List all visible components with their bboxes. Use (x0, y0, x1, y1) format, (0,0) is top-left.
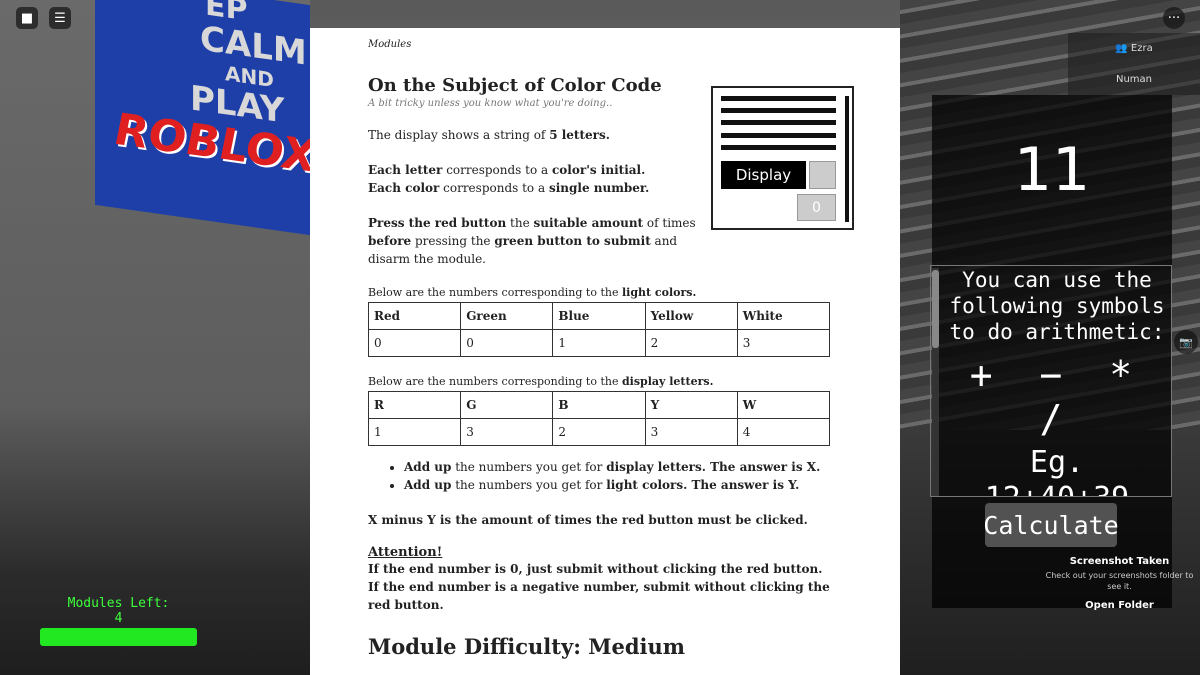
page-title: On the Subject of Color Code (368, 75, 662, 96)
paragraph-letters: Each letter corresponds to a color's ini… (368, 163, 650, 195)
instruction-list: Add up the numbers you get for display l… (404, 458, 842, 494)
calculate-button[interactable]: Calculate (983, 503, 1119, 547)
paragraph-display: The display shows a string of 5 letters. (368, 128, 610, 142)
roblox-menu-icon[interactable]: ■ (16, 7, 38, 29)
more-glyph: ··· (1167, 10, 1181, 26)
module-manual-page: Modules On the Subject of Color Code A b… (310, 28, 900, 675)
square-button (809, 161, 836, 189)
instructions-text: You can use the following symbols to do … (949, 268, 1165, 344)
paragraph-buttons: Press the red button the suitable amount… (368, 216, 696, 266)
attention-heading: Attention! (368, 545, 443, 560)
player-list: 👥 Ezra Numan (1068, 33, 1200, 95)
breadcrumb: Modules (368, 39, 412, 50)
poster-text: CALM (200, 18, 307, 74)
module-illustration: Display 0 (711, 86, 854, 230)
keep-calm-poster: EP CALM AND PLAY ROBLOX (95, 0, 310, 236)
light-colors-caption: Below are the numbers corresponding to t… (368, 286, 697, 299)
screenshot-toast: Screenshot Taken Check out your screensh… (1042, 556, 1197, 611)
scrollbar-thumb[interactable] (932, 270, 939, 348)
display-letters-caption: Below are the numbers corresponding to t… (368, 375, 714, 388)
list-item: Add up the numbers you get for display l… (404, 458, 842, 476)
attention-text: If the end number is 0, just submit with… (368, 562, 830, 612)
player-list-header: 👥 Ezra (1115, 43, 1153, 54)
users-icon: 👥 (1115, 43, 1131, 54)
page-subtitle: A bit tricky unless you know what you're… (368, 98, 613, 109)
toast-message: Check out your screenshots folder to see… (1045, 571, 1194, 591)
example-text: Eg.12+40+39 (985, 445, 1130, 496)
modules-left: Modules Left: 4 (67, 596, 170, 626)
modules-progress-bar (40, 628, 197, 646)
difficulty-heading: Module Difficulty: Medium (368, 634, 686, 659)
symbols-text: + − * / (969, 353, 1145, 441)
rule-text: X minus Y is the amount of times the red… (368, 513, 808, 527)
display-label: Display (721, 161, 806, 189)
counter-box: 0 (797, 194, 836, 221)
player-entry[interactable]: Numan (1115, 74, 1153, 85)
open-folder-button[interactable]: Open Folder (1085, 600, 1154, 611)
camera-icon[interactable]: 📷 (1174, 330, 1198, 354)
calculator-display: 11 (1013, 135, 1091, 205)
scrollbar[interactable] (932, 268, 939, 496)
more-options-icon[interactable]: ··· (1163, 7, 1185, 29)
chat-icon[interactable]: ☰ (49, 7, 71, 29)
toast-title: Screenshot Taken (1069, 556, 1170, 567)
list-item: Add up the numbers you get for light col… (404, 476, 842, 494)
instructions-scroll[interactable]: You can use the following symbols to do … (930, 265, 1172, 497)
